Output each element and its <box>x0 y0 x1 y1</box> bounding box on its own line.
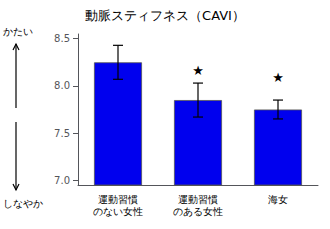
svg-text:★: ★ <box>192 63 204 78</box>
svg-text:運動習慣: 運動習慣 <box>98 194 138 205</box>
svg-text:のない女性: のない女性 <box>93 206 143 217</box>
svg-text:のある女性: のある女性 <box>173 206 223 217</box>
svg-text:しなやか: しなやか <box>3 198 43 209</box>
svg-text:7.0: 7.0 <box>54 175 70 186</box>
svg-text:海女: 海女 <box>268 194 288 205</box>
svg-text:かたい: かたい <box>3 26 33 37</box>
svg-text:★: ★ <box>272 70 284 85</box>
svg-text:運動習慣: 運動習慣 <box>178 194 218 205</box>
svg-text:8.5: 8.5 <box>54 33 70 44</box>
svg-text:8.0: 8.0 <box>54 80 70 91</box>
svg-text:7.5: 7.5 <box>54 128 70 139</box>
svg-text:動脈スティフネス（CAVI）: 動脈スティフネス（CAVI） <box>85 8 245 23</box>
